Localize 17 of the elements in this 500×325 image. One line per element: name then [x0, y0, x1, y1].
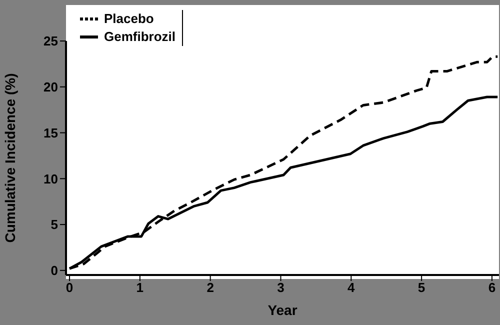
x-axis-title: Year: [268, 302, 298, 318]
x-tick-label: 5: [418, 280, 426, 296]
x-tick-label: 2: [206, 280, 214, 296]
x-tick-label: 4: [348, 280, 356, 296]
y-axis-title: Cumulative Incidence (%): [2, 73, 18, 243]
y-tick-label: 0: [50, 263, 58, 278]
y-tick-label: 10: [44, 171, 58, 186]
y-tick-label: 25: [44, 34, 58, 49]
legend-label: Placebo: [104, 10, 154, 28]
y-tick-label: 5: [50, 217, 58, 232]
x-tick-label: 3: [277, 280, 284, 296]
y-tick-label: 15: [44, 125, 58, 140]
legend-label: Gemfibrozil: [104, 28, 176, 46]
x-tick-label: 0: [66, 280, 74, 296]
x-tick-label: 1: [136, 280, 144, 296]
y-tick-label: 20: [44, 79, 58, 94]
x-tick-label: 6: [488, 280, 496, 296]
